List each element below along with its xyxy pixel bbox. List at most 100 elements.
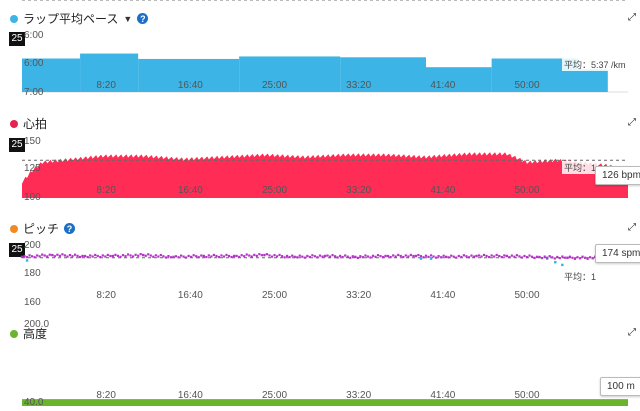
cad-point bbox=[407, 255, 410, 258]
cad-point bbox=[583, 256, 587, 259]
pace-lap-bar bbox=[80, 53, 139, 92]
cad-point bbox=[394, 255, 397, 258]
cad-point bbox=[195, 255, 198, 258]
pace-title-row: ラップ平均ペース ▼ ? bbox=[10, 10, 149, 27]
cad-point bbox=[174, 255, 178, 258]
pace-chart[interactable]: 6:00 6:00 7:00 8:20 16:40 25:00 33:20 41:40 50:0… bbox=[0, 0, 640, 100]
cad-point bbox=[51, 253, 54, 257]
cad-point bbox=[573, 257, 577, 260]
cad-point bbox=[20, 255, 24, 259]
y-tick-label: 200.0 bbox=[24, 319, 49, 330]
cad-point bbox=[485, 254, 488, 258]
cad-point bbox=[61, 253, 64, 256]
cad-point bbox=[328, 255, 332, 258]
cad-point bbox=[374, 255, 377, 258]
help-icon[interactable]: ? bbox=[137, 13, 149, 24]
heart-rate-chart[interactable]: 150 125 100 8:20 16:40 25:00 33:20 41:40 50:00 bbox=[0, 105, 640, 205]
cad-point bbox=[538, 255, 541, 259]
cad-point bbox=[399, 254, 402, 258]
cad-point bbox=[437, 255, 440, 258]
cad-point bbox=[472, 255, 476, 258]
cad-point bbox=[207, 254, 210, 257]
pace-cursor-badge: 25 bbox=[9, 32, 25, 46]
cad-point bbox=[154, 254, 157, 257]
cad-point bbox=[551, 256, 554, 259]
cad-point bbox=[86, 255, 89, 259]
cad-point bbox=[523, 254, 526, 258]
pace-lap-bar bbox=[426, 67, 492, 92]
y-tick-label: 6:00 bbox=[24, 58, 44, 69]
cad-point-low bbox=[419, 257, 423, 260]
cad-point bbox=[528, 254, 531, 257]
cad-point bbox=[482, 253, 486, 257]
cad-point bbox=[243, 255, 246, 258]
hr-title-row: 心拍 bbox=[10, 115, 47, 132]
cad-point bbox=[280, 255, 284, 258]
help-icon[interactable]: ? bbox=[64, 223, 76, 234]
cad-point bbox=[275, 255, 279, 258]
x-tick-label: 25:00 bbox=[262, 80, 287, 91]
x-tick-label: 8:20 bbox=[96, 80, 116, 91]
cad-point bbox=[336, 256, 339, 259]
x-tick-label: 16:40 bbox=[178, 390, 203, 401]
cad-point bbox=[490, 254, 493, 257]
x-tick-label: 33:20 bbox=[346, 390, 371, 401]
cadence-chart[interactable]: 200 180 160 8:20 16:40 25:00 33:20 41:40 50:00 bbox=[0, 210, 640, 310]
cad-point bbox=[116, 254, 120, 257]
cad-point bbox=[311, 254, 314, 257]
x-tick-label: 33:20 bbox=[346, 185, 371, 196]
expand-icon[interactable]: ⤢ bbox=[628, 117, 636, 128]
y-tick-label: 7:00 bbox=[24, 87, 44, 98]
cad-point bbox=[510, 254, 513, 257]
cad-point bbox=[169, 256, 173, 259]
cad-point bbox=[480, 255, 483, 258]
cad-point bbox=[503, 254, 506, 257]
cad-point-low bbox=[561, 263, 564, 267]
cad-point bbox=[253, 253, 256, 256]
cad-point bbox=[192, 254, 195, 257]
cad-point bbox=[331, 254, 334, 257]
cad-point bbox=[41, 253, 44, 256]
cad-point bbox=[94, 253, 97, 257]
x-tick-label: 41:40 bbox=[430, 185, 455, 196]
expand-icon[interactable]: ⤢ bbox=[628, 327, 636, 338]
cadence-panel: ピッチ ? ⤢ 25 200 180 160 8:20 16:40 25:00 33:20 4… bbox=[0, 210, 640, 310]
cad-point bbox=[121, 254, 125, 257]
cad-point bbox=[397, 253, 400, 257]
cad-point bbox=[129, 254, 132, 257]
cad-point-low bbox=[25, 259, 29, 262]
cad-point bbox=[427, 255, 430, 259]
cad-point bbox=[240, 254, 243, 257]
y-tick-label: 180 bbox=[24, 268, 41, 279]
elevation-chart[interactable]: 200.0 40.0 8:20 16:40 25:00 33:20 41:40 50:00 bbox=[0, 315, 640, 411]
cad-point bbox=[303, 256, 306, 259]
cad-point bbox=[185, 256, 188, 259]
cad-point bbox=[591, 257, 594, 260]
expand-icon[interactable]: ⤢ bbox=[628, 12, 636, 23]
cad-point bbox=[457, 254, 460, 258]
expand-icon[interactable]: ⤢ bbox=[628, 222, 636, 233]
cad-average-label: 平均：1 bbox=[562, 270, 599, 283]
cad-point bbox=[283, 256, 286, 259]
cad-point bbox=[334, 255, 337, 258]
cad-point bbox=[387, 254, 390, 258]
cad-point bbox=[321, 255, 324, 258]
cad-point bbox=[371, 254, 375, 257]
cad-point bbox=[258, 253, 261, 256]
cad-point bbox=[134, 253, 137, 256]
hr-cursor-badge: 25 bbox=[9, 138, 25, 152]
cad-point bbox=[177, 256, 180, 259]
cad-point bbox=[477, 254, 481, 257]
hr-area bbox=[22, 152, 628, 198]
cad-point bbox=[298, 254, 301, 257]
cad-point bbox=[313, 255, 316, 258]
x-tick-label: 41:40 bbox=[430, 80, 455, 91]
cad-point bbox=[56, 253, 59, 256]
cad-point bbox=[53, 255, 56, 258]
cad-point bbox=[465, 255, 468, 258]
cad-point bbox=[217, 255, 221, 259]
cad-point bbox=[187, 254, 190, 258]
chevron-down-icon[interactable]: ▼ bbox=[123, 13, 133, 24]
cad-point bbox=[144, 254, 147, 257]
cad-point bbox=[200, 254, 203, 257]
